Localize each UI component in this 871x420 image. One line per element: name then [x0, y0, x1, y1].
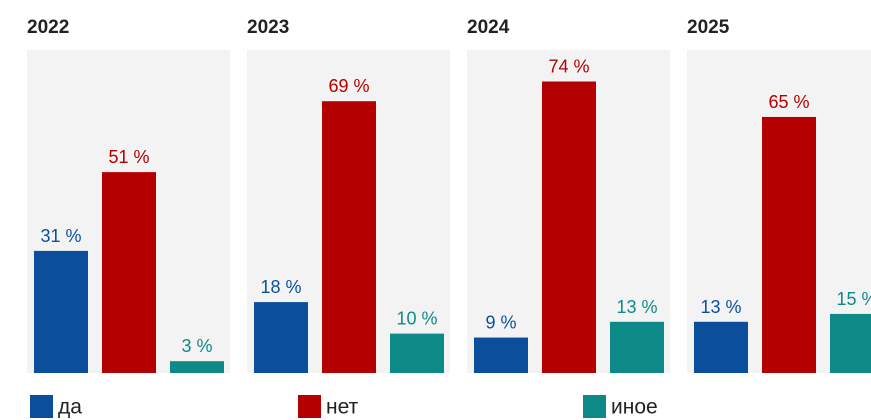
- value-label: 65 %: [768, 92, 809, 112]
- value-label: 10 %: [396, 309, 437, 329]
- bar: [322, 101, 376, 374]
- bar: [34, 250, 88, 373]
- value-label: 3 %: [181, 336, 212, 356]
- legend-label: да: [58, 396, 82, 419]
- panel-title: 2023: [247, 17, 289, 38]
- bar: [694, 321, 748, 373]
- value-label: 69 %: [328, 76, 369, 96]
- bar: [474, 337, 528, 373]
- value-label: 13 %: [700, 297, 741, 317]
- bar: [254, 302, 308, 373]
- value-label: 51 %: [108, 147, 149, 167]
- bar: [170, 361, 224, 373]
- legend-label: нет: [326, 396, 359, 419]
- value-label: 15 %: [836, 289, 871, 309]
- value-label: 31 %: [40, 226, 81, 246]
- value-label: 74 %: [548, 57, 589, 77]
- legend-swatch: [298, 395, 321, 418]
- bar: [830, 313, 871, 373]
- value-label: 13 %: [616, 297, 657, 317]
- legend-swatch: [583, 395, 606, 418]
- bar: [390, 333, 444, 373]
- value-label: 18 %: [260, 277, 301, 297]
- bar: [102, 172, 156, 373]
- value-label: 9 %: [485, 313, 516, 333]
- panel-title: 2024: [467, 17, 510, 38]
- legend-label: иное: [611, 396, 658, 419]
- legend-swatch: [30, 395, 53, 418]
- panel-title: 2022: [27, 17, 69, 38]
- bar: [542, 81, 596, 373]
- panel-title: 2025: [687, 17, 730, 38]
- bar: [762, 116, 816, 374]
- bar: [610, 321, 664, 373]
